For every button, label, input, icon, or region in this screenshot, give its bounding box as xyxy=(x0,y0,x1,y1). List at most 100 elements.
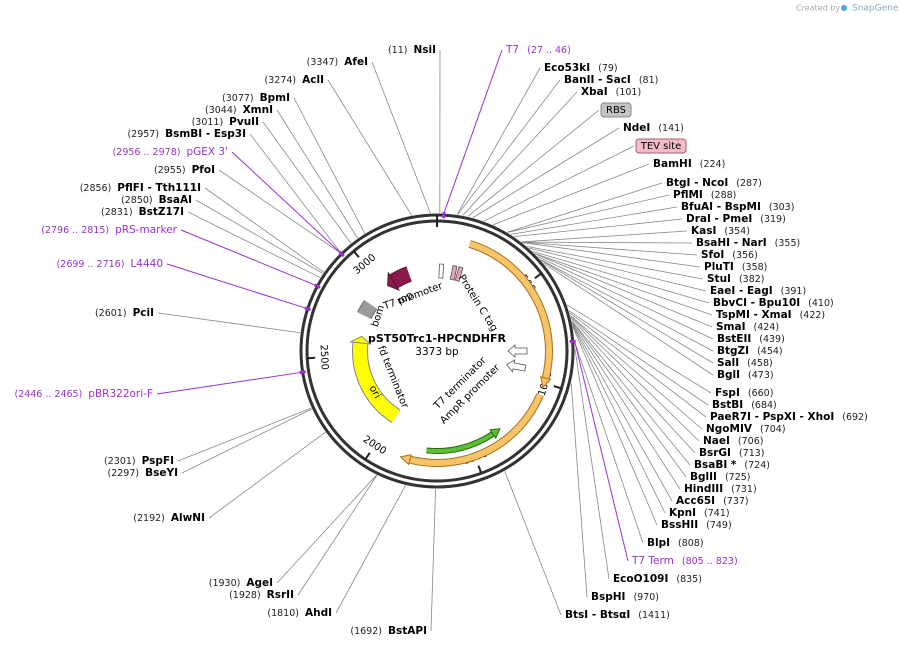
site-label: (1930) AgeI xyxy=(209,577,273,589)
site-position: (287) xyxy=(736,178,762,189)
site-position: (731) xyxy=(731,484,757,495)
site-position: (3044) xyxy=(205,105,237,116)
primer-label: (2796 .. 2815) pRS-marker xyxy=(41,224,177,236)
site-position: (704) xyxy=(760,424,786,435)
site-position: (224) xyxy=(700,159,726,170)
leader-line xyxy=(570,315,700,442)
site-label: SfoI (356) xyxy=(701,249,758,261)
primer-range: (27 .. 46) xyxy=(527,45,571,56)
site-name: EcoO109I xyxy=(613,573,668,585)
site-name: HindIII xyxy=(684,483,723,495)
site-name: PluTI xyxy=(704,261,734,273)
leader-line xyxy=(195,199,324,274)
site-label: (3077) BpmI xyxy=(222,92,290,104)
ring-tick xyxy=(364,452,371,461)
plasmid-size: 3373 bp xyxy=(415,346,459,358)
site-label: (2301) PspFI xyxy=(104,455,174,467)
primer-name: pGEX 3' xyxy=(186,146,228,158)
leader-line xyxy=(443,49,503,214)
green-arc xyxy=(426,432,495,453)
primer-range: (2796 .. 2815) xyxy=(41,225,109,236)
leader-line xyxy=(574,341,644,544)
site-position: (81) xyxy=(639,75,659,86)
site-position: (410) xyxy=(808,298,834,309)
bom-arc xyxy=(357,300,377,319)
site-label: PflMI (288) xyxy=(673,189,736,201)
primer-range: (2699 .. 2716) xyxy=(57,259,125,270)
site-label: PluTI (358) xyxy=(704,261,767,273)
small-feature xyxy=(438,263,444,279)
primer-mark xyxy=(338,250,345,258)
primer-range: (2956 .. 2978) xyxy=(113,147,181,158)
leader-line xyxy=(507,182,663,233)
credit-brand: SnapGene xyxy=(852,4,899,14)
site-position: (422) xyxy=(800,310,826,321)
site-label: BspHI (970) xyxy=(591,591,659,603)
leader-line xyxy=(568,310,709,406)
site-name: BtgZI xyxy=(717,345,749,357)
leader-line xyxy=(521,230,688,243)
site-name: BtsI - BtsαI xyxy=(565,609,630,621)
site-position: (660) xyxy=(748,388,774,399)
leader-line xyxy=(231,151,341,253)
site-name: AclI xyxy=(302,74,324,86)
site-label: HindIII (731) xyxy=(684,483,757,495)
site-position: (713) xyxy=(739,448,765,459)
site-label: BssHII (749) xyxy=(661,519,732,531)
site-label: BsaHI - NarI (355) xyxy=(696,237,800,249)
leader-line xyxy=(156,371,301,395)
site-position: (319) xyxy=(760,214,786,225)
site-position: (2856) xyxy=(80,183,112,194)
site-label: KpnI (741) xyxy=(669,507,730,519)
site-label: XbaI (101) xyxy=(581,86,641,98)
site-name: AlwNI xyxy=(171,512,205,524)
site-position: (439) xyxy=(759,334,785,345)
site-name: NgoMIV xyxy=(706,423,753,435)
site-name: BsmBI - Esp3I xyxy=(165,128,246,140)
site-name: BfuAI - BspMI xyxy=(681,201,761,213)
leader-line xyxy=(166,263,306,309)
site-position: (355) xyxy=(775,238,801,249)
site-name: BsaAI xyxy=(159,194,192,206)
primer-label: T7 (27 .. 46) xyxy=(505,44,571,56)
site-label: BtgI - NcoI (287) xyxy=(666,177,762,189)
site-name: NsiI xyxy=(413,44,436,56)
site-label: DraI - PmeI (319) xyxy=(686,213,786,225)
leader-line xyxy=(543,262,714,376)
site-name: AhdI xyxy=(305,607,332,619)
site-label: (3347) AfeI xyxy=(307,56,368,68)
leader-line xyxy=(522,242,701,268)
site-position: (356) xyxy=(732,250,758,261)
leader-line xyxy=(335,485,406,614)
leader-line xyxy=(514,218,683,238)
primer-mark xyxy=(304,306,312,312)
site-label: NdeI (141) xyxy=(623,122,684,134)
ring-tick xyxy=(553,385,562,390)
primer-name: T7 Term xyxy=(631,555,674,567)
feature-box xyxy=(635,138,687,154)
leader-line xyxy=(570,317,696,454)
site-name: KasI xyxy=(691,225,716,237)
site-position: (391) xyxy=(781,286,807,297)
site-name: AgeI xyxy=(246,577,273,589)
site-label: PaeR7I - PspXI - XhoI (692) xyxy=(710,411,868,423)
leader-line xyxy=(571,322,681,490)
site-name: RsrII xyxy=(267,589,294,601)
site-label: Eco53kI (79) xyxy=(544,62,618,74)
site-position: (706) xyxy=(738,436,764,447)
site-position: (737) xyxy=(723,496,749,507)
site-name: BamHI xyxy=(653,158,692,170)
site-position: (79) xyxy=(598,63,618,74)
site-position: (2850) xyxy=(121,195,153,206)
site-label: (3011) PvuII xyxy=(192,116,259,128)
site-name: Eco53kI xyxy=(544,62,590,74)
rop-arc xyxy=(389,267,412,288)
site-name: TspMI - XmaI xyxy=(716,309,792,321)
site-position: (684) xyxy=(751,400,777,411)
site-label: (2831) BstZ17I xyxy=(101,206,184,218)
site-position: (2957) xyxy=(127,129,159,140)
leader-line xyxy=(540,259,714,352)
site-name: PvuII xyxy=(229,116,259,128)
site-name: PflMI xyxy=(673,189,703,201)
site-position: (458) xyxy=(747,358,773,369)
